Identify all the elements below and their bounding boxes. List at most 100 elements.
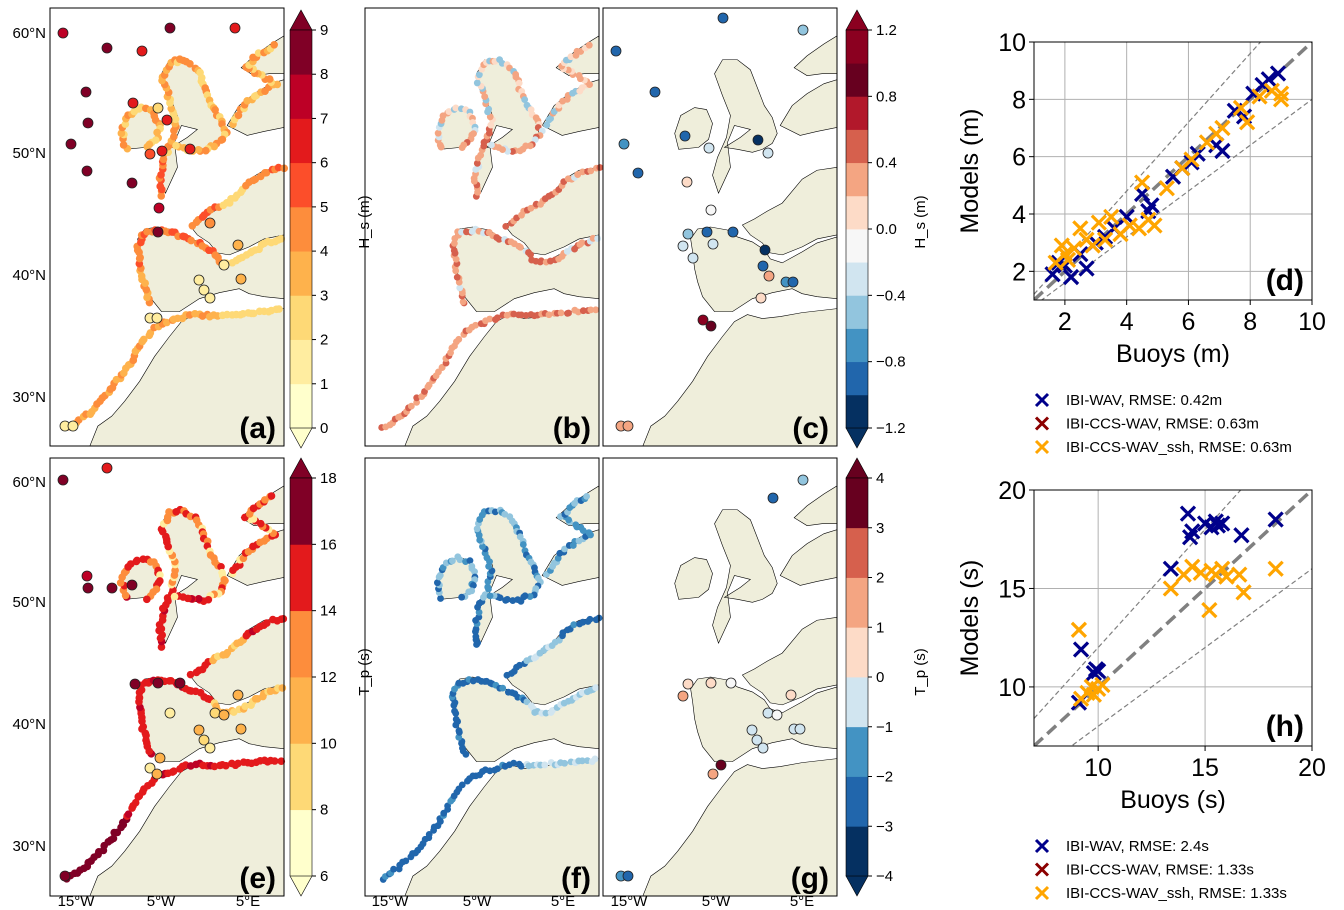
buoy-marker bbox=[232, 239, 244, 251]
colorbar-tick-label: 6 bbox=[320, 155, 328, 172]
coastal-track-points bbox=[64, 40, 288, 431]
track-point bbox=[217, 562, 225, 571]
track-point bbox=[452, 104, 460, 112]
colorbar-segment bbox=[846, 129, 868, 164]
track-point bbox=[234, 111, 243, 120]
colorbar-tick-label: 7 bbox=[320, 110, 328, 127]
buoy-marker bbox=[151, 768, 163, 780]
track-point bbox=[139, 335, 148, 344]
x-tick-label: 15 bbox=[1191, 754, 1219, 782]
track-point bbox=[481, 93, 489, 101]
colorbar-tick-label: 8 bbox=[320, 66, 328, 83]
colorbar-segment bbox=[846, 826, 868, 877]
track-point bbox=[275, 305, 283, 313]
buoy-marker bbox=[65, 138, 77, 150]
track-point bbox=[425, 830, 433, 838]
data-point bbox=[1251, 88, 1268, 105]
colorbar-tick-label: −0.4 bbox=[876, 287, 906, 304]
track-point bbox=[117, 129, 126, 138]
track-point bbox=[109, 834, 118, 843]
track-point bbox=[236, 561, 244, 569]
data-points bbox=[1070, 505, 1284, 711]
buoy-marker bbox=[204, 292, 216, 304]
buoy-marker bbox=[682, 228, 694, 240]
data-point bbox=[1183, 151, 1200, 168]
panel-label: (c) bbox=[792, 412, 829, 445]
colorbar-segment bbox=[290, 162, 312, 208]
reference-line-lower bbox=[1070, 568, 1312, 746]
track-point bbox=[485, 105, 493, 113]
track-point bbox=[477, 151, 485, 159]
colorbar-tick-label: 6 bbox=[320, 868, 328, 885]
track-point bbox=[262, 168, 271, 177]
track-point bbox=[565, 309, 572, 317]
buoy-marker bbox=[707, 238, 719, 250]
buoy-marker bbox=[677, 240, 689, 252]
data-point bbox=[1078, 260, 1095, 277]
buoy-marker bbox=[717, 12, 729, 24]
colorbar-segment bbox=[846, 726, 868, 777]
x-tick-label: 2 bbox=[1058, 308, 1072, 336]
track-point bbox=[542, 709, 550, 717]
colorbar-tick-label: −4 bbox=[876, 868, 893, 885]
track-point bbox=[458, 781, 466, 789]
colorbar-segment bbox=[290, 74, 312, 119]
x-tick-label: 8 bbox=[1243, 308, 1257, 336]
colorbar-tick-label: 1.2 bbox=[876, 22, 897, 39]
track-point bbox=[475, 613, 483, 621]
track-point bbox=[509, 597, 517, 604]
colorbar-label: T_p (s) bbox=[912, 648, 929, 696]
colorbar-segment bbox=[846, 162, 868, 197]
reference-line-identity bbox=[1034, 490, 1312, 746]
buoy-marker bbox=[229, 22, 241, 34]
map-frame bbox=[49, 457, 285, 897]
colorbar-segment bbox=[846, 394, 868, 429]
data-point bbox=[1184, 523, 1201, 540]
track-point bbox=[157, 643, 166, 651]
buoy-marker bbox=[136, 45, 148, 57]
track-point bbox=[578, 689, 586, 696]
track-point bbox=[277, 235, 286, 243]
data-point bbox=[1053, 237, 1070, 254]
buoy-marker bbox=[763, 270, 775, 282]
track-point bbox=[202, 146, 210, 155]
map-panel-e: (e) bbox=[49, 457, 288, 897]
data-point bbox=[1272, 91, 1290, 108]
y-tick-label: 10 bbox=[998, 29, 1026, 57]
colorbar-segment bbox=[846, 527, 868, 578]
buoy-marker bbox=[232, 689, 244, 701]
track-point bbox=[434, 129, 442, 137]
track-point bbox=[444, 802, 452, 810]
buoy-marker bbox=[152, 102, 164, 114]
colorbar-segment bbox=[290, 677, 312, 744]
buoy-marker bbox=[727, 226, 739, 238]
track-point bbox=[273, 80, 282, 89]
track-point bbox=[437, 595, 444, 602]
track-point bbox=[585, 41, 593, 49]
colorbar-segment bbox=[846, 328, 868, 363]
track-point bbox=[451, 707, 458, 715]
track-point bbox=[570, 621, 578, 629]
data-points bbox=[1044, 65, 1290, 286]
data-point bbox=[1090, 663, 1107, 680]
map-frame bbox=[364, 7, 600, 447]
legend-marker bbox=[1034, 392, 1050, 408]
data-point bbox=[1235, 584, 1252, 601]
buoy-marker bbox=[126, 177, 138, 189]
data-point bbox=[1103, 208, 1120, 225]
track-point bbox=[436, 571, 444, 579]
track-point bbox=[472, 633, 480, 641]
buoy-marker bbox=[80, 86, 92, 98]
data-point bbox=[1232, 99, 1250, 117]
buoy-marker bbox=[218, 259, 230, 271]
track-point bbox=[171, 566, 179, 575]
track-point bbox=[131, 798, 140, 807]
lon-tick-label: 5°W bbox=[463, 893, 492, 910]
track-point bbox=[172, 141, 180, 150]
track-point bbox=[472, 321, 480, 329]
data-point bbox=[1070, 621, 1088, 638]
buoy-marker bbox=[797, 474, 809, 486]
data-point bbox=[1272, 85, 1290, 102]
track-point bbox=[459, 298, 467, 306]
